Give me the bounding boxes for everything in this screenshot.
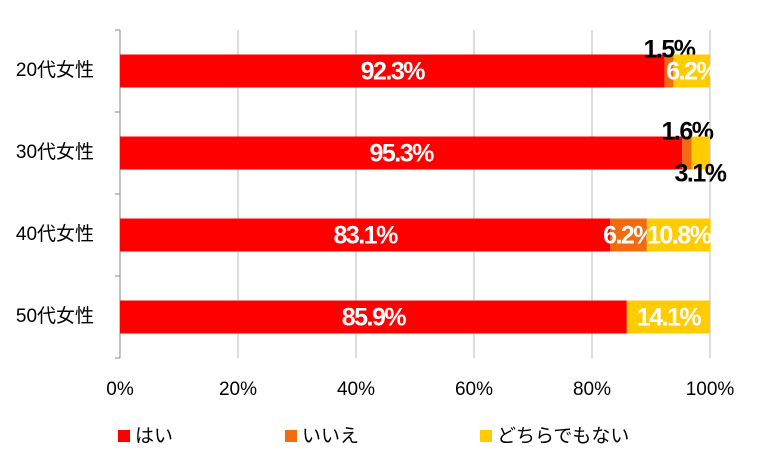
data-label: 95.3%	[369, 140, 434, 168]
legend-label: はい	[135, 426, 173, 447]
legend-swatch	[480, 430, 492, 442]
x-tick-label: 20%	[219, 379, 257, 400]
bar-segment	[673, 54, 710, 88]
y-tick-label: 20代女性	[16, 59, 94, 81]
x-tick-label: 80%	[573, 379, 611, 400]
legend-swatch	[118, 430, 130, 442]
data-label: 83.1%	[333, 222, 398, 250]
bar-segment	[120, 136, 683, 170]
x-tick-label: 60%	[455, 379, 493, 400]
bar-segment	[120, 300, 627, 334]
x-tick-label: 40%	[337, 379, 375, 400]
y-tick-label: 40代女性	[16, 223, 94, 245]
bar-segment	[682, 136, 692, 170]
data-label: 14.1%	[637, 304, 702, 332]
bar-segment	[664, 54, 674, 88]
x-tick-label: 0%	[106, 379, 134, 400]
legend-label: どちらでもない	[497, 425, 629, 447]
data-label: 3.1%	[675, 160, 727, 188]
data-label: 85.9%	[342, 304, 407, 332]
bar-segment	[610, 218, 647, 252]
y-tick-label: 50代女性	[16, 305, 94, 327]
bar-segment	[626, 300, 710, 334]
bar-segment	[120, 218, 611, 252]
legend-swatch	[285, 430, 297, 442]
legend-label: いいえ	[302, 426, 359, 447]
bar-segment	[646, 218, 711, 252]
y-tick-label: 30代女性	[16, 141, 94, 163]
bar-segment	[691, 136, 710, 170]
data-label: 92.3%	[361, 58, 426, 86]
bar-segment	[120, 54, 665, 88]
data-label: 6.2%	[666, 58, 718, 86]
data-label: 10.8%	[647, 222, 712, 250]
x-tick-label: 100%	[686, 379, 735, 400]
